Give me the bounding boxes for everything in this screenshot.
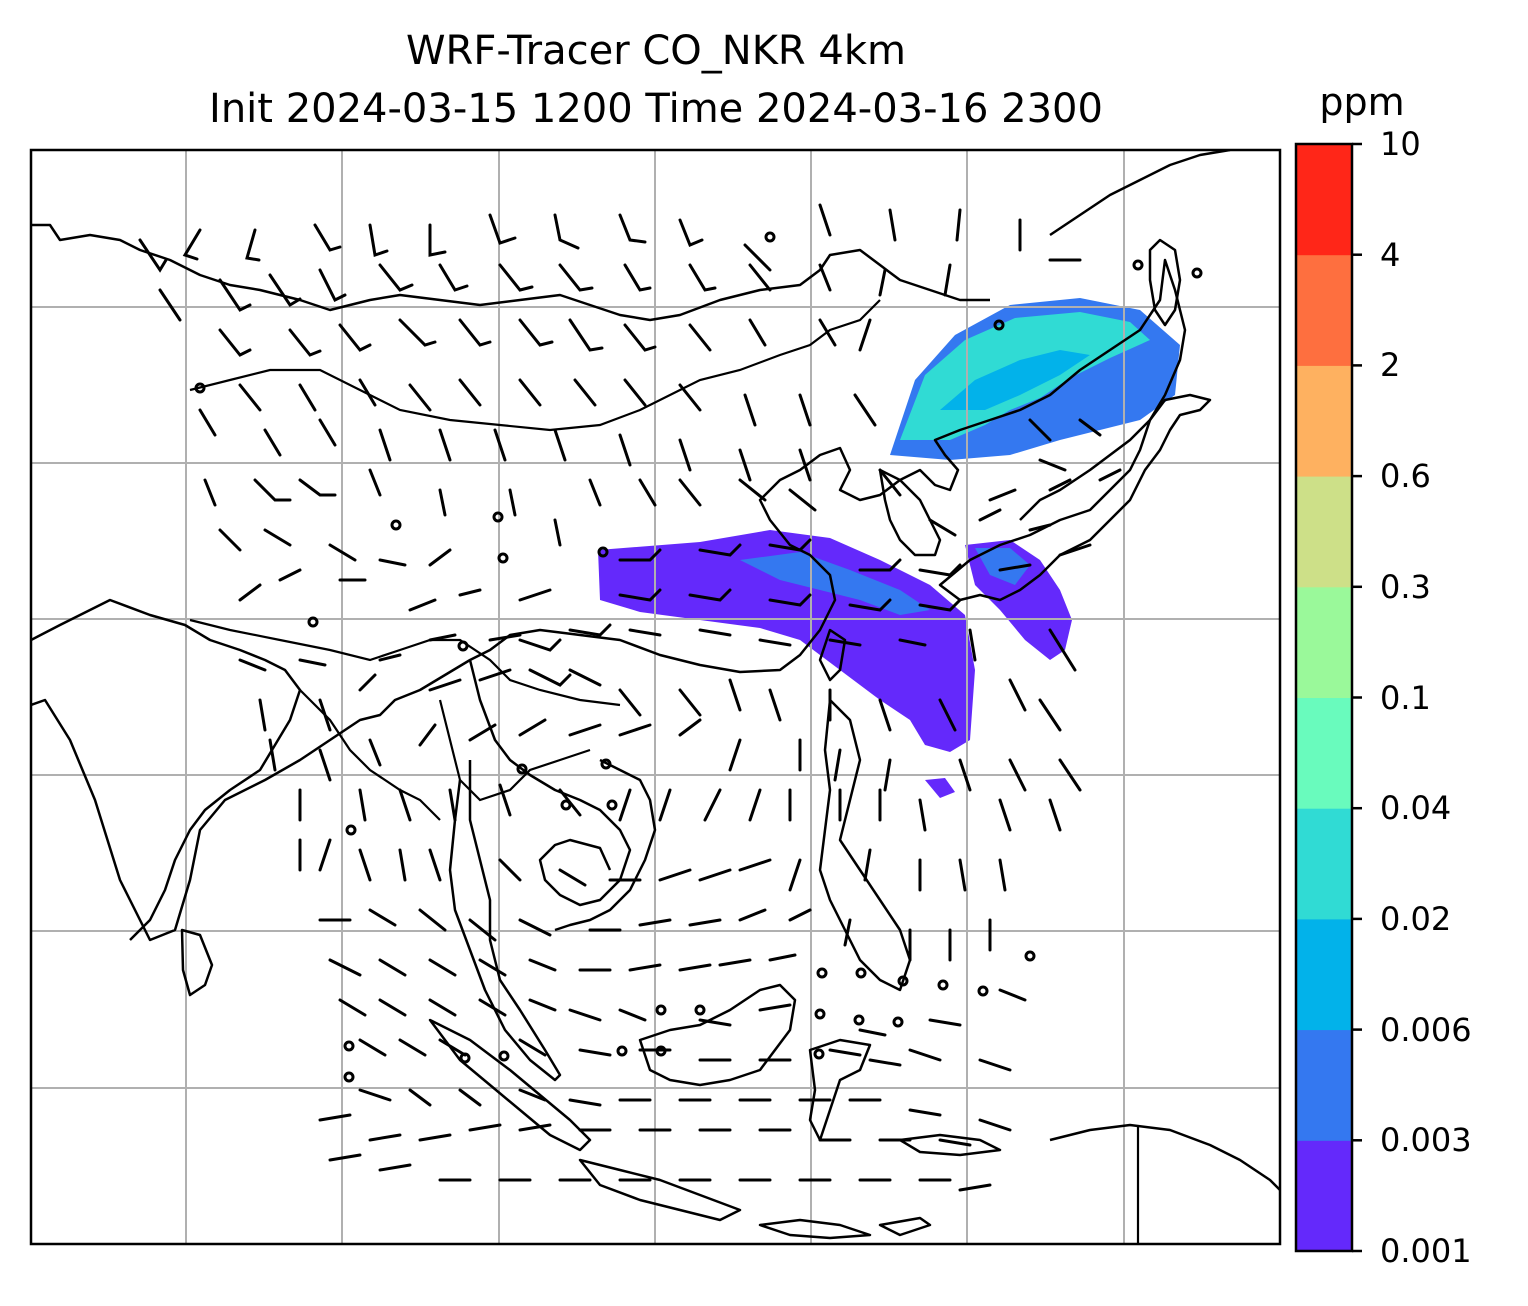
coastline-japan [938, 393, 1212, 602]
coastline-new-guinea [1049, 1123, 1280, 1191]
colorbar-tick-label: 0.001 [1380, 1232, 1472, 1270]
colorbar-frame [1294, 142, 1354, 1253]
plume-south-core [740, 552, 930, 615]
coastline-taiwan [818, 628, 847, 682]
border-indochina [438, 699, 591, 802]
colorbar [1296, 142, 1362, 1253]
coastline-small-islands [758, 1216, 932, 1240]
colorbar-segment [1296, 1140, 1352, 1252]
colorbar-segment [1296, 586, 1352, 698]
colorbar-unit-label: ppm [1319, 80, 1405, 124]
colorbar-segment [1296, 365, 1352, 477]
wind-barbs [138, 203, 1122, 1192]
coastline-philippines [818, 698, 912, 992]
map-frame [29, 148, 1282, 1246]
colorbar-segment [1296, 144, 1352, 256]
plume-south-core2 [975, 548, 1030, 585]
plume-north-inner [940, 350, 1090, 410]
colorbar-segment [1296, 808, 1352, 920]
coastline-sakhalin [1148, 238, 1182, 327]
coastline-sumatra [428, 1018, 592, 1152]
colorbar-tick-label: 0.003 [1380, 1121, 1472, 1160]
colorbar-tick-label: 0.1 [1380, 678, 1431, 717]
border-china-mongolia [189, 299, 881, 432]
colorbar-segment [1296, 254, 1352, 366]
coastline-peninsula [554, 758, 657, 932]
colorbar-tick-label: 2 [1380, 346, 1401, 385]
colorbar-segment [1296, 697, 1352, 809]
colorbar-segment [1296, 1029, 1352, 1141]
coastline-asia-mainland [31, 258, 1187, 942]
coastline-sulawesi [808, 1038, 872, 1142]
colorbar-tick-label: 4 [1380, 235, 1401, 274]
chart-subtitle: Init 2024-03-15 1200 Time 2024-03-16 230… [209, 86, 1103, 132]
coastline-java [578, 1158, 742, 1222]
colorbar-segment [1296, 476, 1352, 588]
plume-south-spot [925, 778, 955, 798]
colorbar-tick-label: 0.02 [1380, 899, 1452, 938]
calm-markers [194, 231, 1203, 1083]
coastline-korea [878, 468, 942, 557]
coastline-borneo [638, 983, 797, 1087]
coastlines [31, 150, 1280, 1240]
coastline-se-asia [448, 659, 632, 1082]
chart-title: WRF-Tracer CO_NKR 4km [405, 28, 907, 74]
colorbar-tick-label: 0.04 [1380, 789, 1452, 828]
coastline-timor [898, 1133, 1002, 1157]
border-myanmar [299, 689, 441, 821]
colorbar-tick-label: 0.3 [1380, 567, 1431, 606]
coastline-srilanka [180, 928, 214, 997]
colorbar-tick-label: 10 [1380, 125, 1421, 163]
colorbar-tick-label: 0.6 [1380, 457, 1431, 496]
colorbar-tick-label: 0.006 [1380, 1010, 1472, 1049]
colorbar-segment [1296, 918, 1352, 1031]
